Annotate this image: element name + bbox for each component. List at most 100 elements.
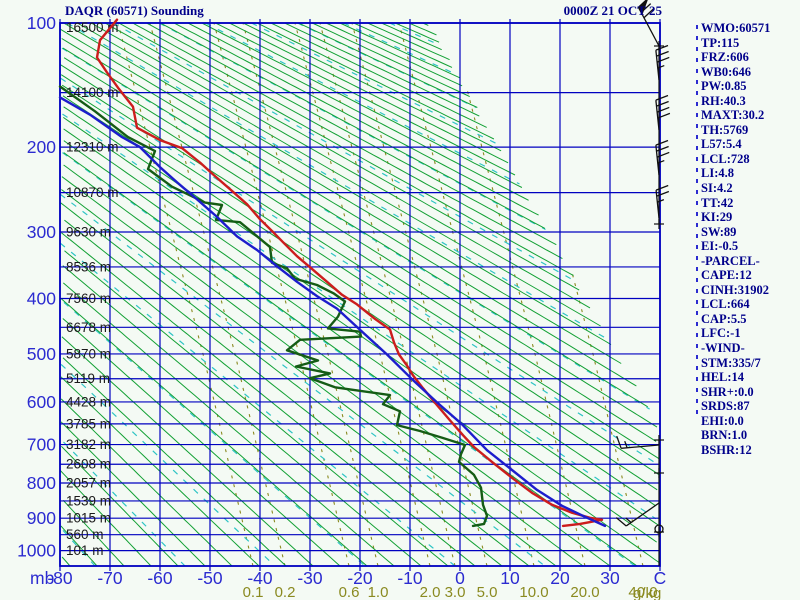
indices-panel: WMO:60571 TP:115 FRZ:606 WB0:646 PW:0.85 RH:4… [701, 21, 800, 457]
wind-barb-feather [657, 198, 665, 203]
wind-barb-feather [615, 517, 627, 527]
height-label: 8536 m [66, 259, 111, 274]
panel-stat: EHI:0.0 [701, 413, 744, 428]
panel-stat: RH:40.3 [701, 93, 746, 108]
moist-adiabat-line [62, 282, 395, 567]
plot-frame [59, 22, 661, 567]
moist-adiabat-line [160, 22, 546, 229]
wind-barb-feather [656, 151, 670, 158]
height-label: 2057 m [66, 476, 111, 491]
panel-stat: MAXT:30.2 [701, 108, 765, 123]
mixing-ratio-tick-label: 40.0 [628, 584, 657, 600]
panel-stat: STM:335/7 [701, 355, 761, 370]
mixing-ratio-line [465, 86, 586, 567]
pressure-tick-label: 500 [27, 344, 56, 364]
pressure-tick-label: 900 [27, 508, 56, 528]
temperature-tick-label: -70 [97, 568, 123, 588]
dry-adiabat-line [59, 193, 546, 567]
height-label: 9630 m [66, 225, 111, 240]
moist-adiabat-line [60, 421, 206, 567]
temperature-unit-label: C [654, 568, 667, 588]
panel-stat: WB0:646 [701, 64, 751, 79]
height-label: 16500 m [66, 20, 119, 35]
moist-adiabat-line [91, 22, 591, 309]
wind-barb-staff [655, 145, 660, 176]
wind-barb-feather [643, 8, 654, 19]
dry-adiabat-line [63, 441, 186, 567]
mixing-ratio-tick-label: 10.0 [519, 584, 548, 600]
height-label: 5870 m [66, 346, 111, 361]
dry-adiabat-line [66, 22, 609, 341]
datetime-label: 0000Z 21 OCT 25 [563, 3, 662, 18]
dry-adiabat-line [251, 22, 500, 146]
pressure-tick-label: 300 [27, 222, 56, 242]
pressure-tick-label: 1000 [17, 541, 56, 561]
dry-adiabat-line [62, 113, 657, 520]
height-label: 3785 m [66, 416, 111, 431]
dry-adiabat-line [60, 77, 660, 466]
wind-barb-feather [656, 106, 670, 113]
dry-adiabat-line [59, 242, 456, 567]
panel-stat: EI:-0.5 [701, 239, 739, 254]
panel-stat: LFC:-1 [701, 326, 741, 341]
temperature-tick-label: -20 [347, 568, 373, 588]
parcel-curve [58, 96, 607, 528]
pressure-tick-label: 100 [27, 13, 56, 33]
pressure-tick-label: 700 [27, 435, 56, 455]
wind-barb-feather [655, 94, 669, 101]
panel-stat: SI:4.2 [701, 181, 733, 196]
panel-stat: WMO:60571 [701, 21, 771, 35]
moist-adiabat-line [59, 28, 622, 364]
moist-adiabat-line [146, 22, 557, 246]
moist-adiabat-line [284, 22, 480, 117]
pressure-tick-label: 800 [27, 473, 56, 493]
moist-adiabat-line [60, 525, 98, 567]
panel-stat: LI:4.8 [701, 166, 734, 181]
moist-adiabat-line [353, 22, 453, 68]
panel-stat: BSHR:12 [701, 442, 752, 457]
mixing-ratio-line [398, 22, 535, 567]
moist-adiabat-line [173, 22, 539, 216]
height-label: 4428 m [66, 394, 111, 409]
height-label: 5119 m [66, 371, 110, 386]
moist-adiabat-line [61, 38, 637, 387]
panel-stat: TP:115 [701, 35, 740, 50]
moist-adiabat-line [132, 22, 563, 260]
mixing-ratio-tick-label: 5.0 [477, 584, 498, 600]
moist-adiabat-line [60, 298, 368, 567]
moist-adiabat-line [77, 22, 601, 327]
dry-adiabat-line [113, 22, 574, 281]
pressure-tick-label: 200 [27, 137, 56, 157]
wind-barb-feather [657, 159, 665, 164]
panel-stat: BRN:1.0 [701, 428, 748, 443]
moist-adiabat-line [312, 22, 470, 98]
mixing-ratio-tick-label: 0.2 [275, 584, 296, 600]
moist-adiabat-line [62, 318, 341, 567]
dry-adiabat-line [63, 301, 366, 567]
mixing-ratio-line [351, 22, 488, 567]
mixing-ratio-line [213, 22, 350, 567]
panel-stat: TH:5769 [701, 122, 749, 137]
height-label: 1539 m [66, 493, 111, 508]
height-label: 2608 m [66, 457, 111, 472]
moist-adiabat-line [61, 556, 71, 567]
panel-stat: SHR+:0.0 [701, 384, 754, 399]
moist-adiabat-line [187, 22, 529, 201]
wind-barb-staff [621, 444, 660, 449]
temperature-tick-label: -50 [197, 568, 223, 588]
pressure-tick-label: 600 [27, 392, 56, 412]
moist-adiabat-line [61, 445, 179, 567]
panel-stat: -WIND- [701, 341, 745, 356]
panel-stat: HEL:14 [701, 370, 745, 385]
mixing-ratio-tick-label: 0.1 [243, 584, 264, 600]
wind-barb-feather [656, 50, 669, 57]
mixing-ratio-line [319, 22, 456, 567]
moist-adiabat-line [63, 22, 612, 346]
temperature-tick-label: 20 [550, 568, 570, 588]
height-label: 10870 m [66, 185, 119, 200]
wind-barb-feather [657, 112, 671, 119]
temperature-tick-label: -60 [147, 568, 173, 588]
mixing-ratio-line [117, 22, 254, 567]
